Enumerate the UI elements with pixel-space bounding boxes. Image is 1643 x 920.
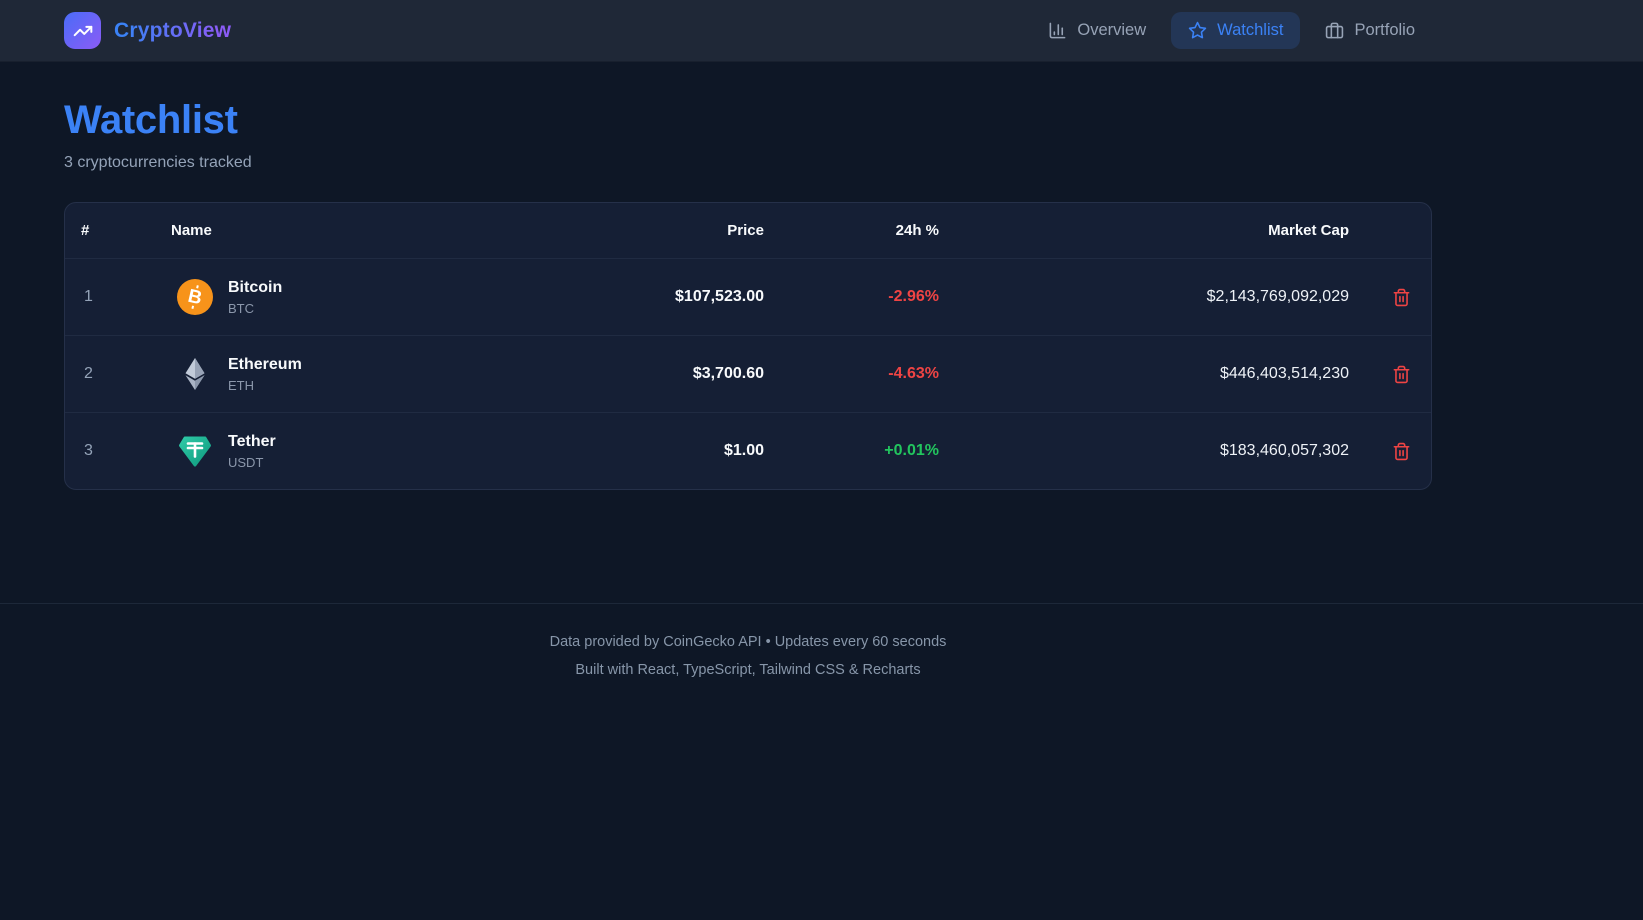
coin-rank: 1 — [84, 288, 93, 305]
nav-item-overview[interactable]: Overview — [1031, 12, 1163, 49]
change-percent: -4.63% — [888, 365, 939, 382]
star-icon — [1188, 21, 1207, 40]
table-row[interactable]: 2 Ethereum ETH $3,700.60 -4.63% $446,403… — [65, 335, 1431, 412]
coin-price: $3,700.60 — [692, 365, 764, 382]
header-change: 24h % — [895, 222, 939, 239]
table-row[interactable]: 1 B Bitcoin BTC $107,523.00 -2.96% $2,14… — [65, 258, 1431, 335]
briefcase-icon — [1325, 21, 1344, 40]
coin-rank: 2 — [84, 365, 93, 382]
trending-up-icon — [73, 21, 93, 41]
top-nav: CryptoView Overview Watchlist — [0, 0, 1643, 62]
nav-item-label: Portfolio — [1354, 21, 1415, 39]
trash-icon — [1392, 442, 1411, 464]
table-row[interactable]: 3 Tether USDT $1.00 +0.01% $183,460,057,… — [65, 412, 1431, 489]
coin-name: Tether — [228, 432, 276, 450]
nav-item-label: Watchlist — [1217, 21, 1284, 39]
main-content: Watchlist 3 cryptocurrencies tracked # N… — [64, 62, 1432, 490]
bitcoin-icon: B — [177, 279, 213, 315]
nav-item-watchlist[interactable]: Watchlist — [1171, 12, 1301, 49]
remove-coin-button[interactable] — [1388, 361, 1415, 388]
change-percent: -2.96% — [888, 288, 939, 305]
watchlist-table: # Name Price 24h % Market Cap 1 B Bitcoi… — [64, 202, 1432, 490]
tether-icon — [177, 433, 213, 469]
watchlist-table-body: 1 B Bitcoin BTC $107,523.00 -2.96% $2,14… — [65, 258, 1431, 489]
footer-tech-stack: Built with React, TypeScript, Tailwind C… — [575, 662, 921, 678]
change-percent: +0.01% — [884, 442, 939, 459]
trash-icon — [1392, 365, 1411, 387]
page-title: Watchlist — [64, 98, 238, 142]
coin-price: $107,523.00 — [675, 288, 764, 305]
remove-coin-button[interactable] — [1388, 284, 1415, 311]
coin-price: $1.00 — [723, 442, 764, 459]
remove-coin-button[interactable] — [1388, 438, 1415, 465]
header-market-cap: Market Cap — [1268, 222, 1349, 239]
market-cap: $446,403,514,230 — [1219, 365, 1349, 382]
market-cap: $2,143,769,092,029 — [1206, 288, 1349, 305]
ethereum-icon — [177, 356, 213, 392]
nav-links: Overview Watchlist Portfolio — [1031, 12, 1432, 49]
header-price: Price — [727, 222, 764, 239]
coin-cell: Tether USDT — [171, 433, 614, 470]
coin-symbol: BTC — [228, 300, 254, 316]
coin-cell: Ethereum ETH — [171, 356, 614, 393]
bar-chart-icon — [1048, 21, 1067, 40]
brand: CryptoView — [64, 12, 231, 49]
coin-rank: 3 — [84, 442, 93, 459]
coin-name: Ethereum — [228, 355, 302, 373]
brand-logo — [64, 12, 101, 49]
nav-item-portfolio[interactable]: Portfolio — [1308, 12, 1432, 49]
trash-icon — [1392, 288, 1411, 310]
table-header-row: # Name Price 24h % Market Cap — [65, 203, 1431, 258]
page-footer: Data provided by CoinGecko API • Updates… — [0, 603, 1643, 678]
header-name: Name — [171, 222, 212, 239]
coin-cell: B Bitcoin BTC — [171, 279, 614, 316]
page-subtitle: 3 cryptocurrencies tracked — [64, 154, 252, 171]
coin-name: Bitcoin — [228, 278, 283, 296]
nav-item-label: Overview — [1077, 21, 1147, 39]
brand-name: CryptoView — [114, 18, 232, 42]
coin-symbol: ETH — [228, 377, 254, 393]
market-cap: $183,460,057,302 — [1219, 442, 1349, 459]
coin-symbol: USDT — [228, 454, 264, 470]
header-rank: # — [81, 222, 90, 239]
footer-data-source: Data provided by CoinGecko API • Updates… — [549, 634, 947, 650]
